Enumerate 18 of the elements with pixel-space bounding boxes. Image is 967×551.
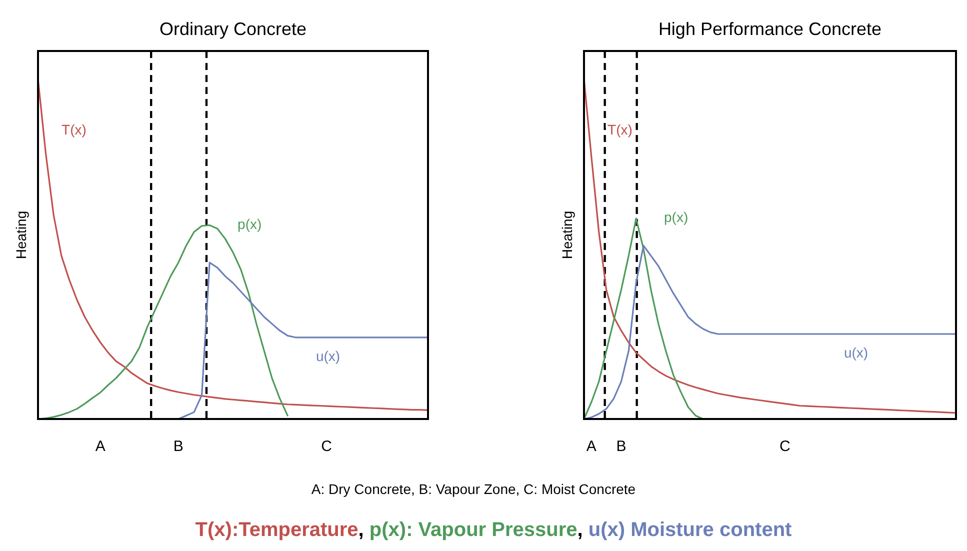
x-tick-label: B — [616, 438, 626, 455]
series-label: u(x) — [316, 348, 340, 364]
text: T(x):Temperature, p(x): Vapour Pressure, u(x) Moisture content — [195, 519, 792, 541]
x-tick-label: C — [779, 438, 790, 455]
text: A: Dry Concrete, B: Vapour Zone, C: Moist Concrete — [311, 481, 636, 497]
chart-title: High Performance Concrete — [658, 19, 882, 39]
y-axis-title: Heating — [559, 210, 575, 260]
series-label: T(x) — [62, 122, 86, 138]
y-axis-title: Heating — [13, 210, 29, 260]
series-label: p(x) — [238, 216, 262, 232]
x-tick-label: A — [95, 438, 106, 455]
series-label: p(x) — [664, 209, 688, 226]
chart-title: Ordinary Concrete — [159, 19, 307, 39]
x-tick-label: A — [586, 438, 596, 455]
x-tick-label: C — [321, 438, 332, 455]
series-label: u(x) — [844, 344, 868, 361]
x-tick-label: B — [173, 438, 184, 455]
series-label: T(x) — [608, 122, 632, 138]
